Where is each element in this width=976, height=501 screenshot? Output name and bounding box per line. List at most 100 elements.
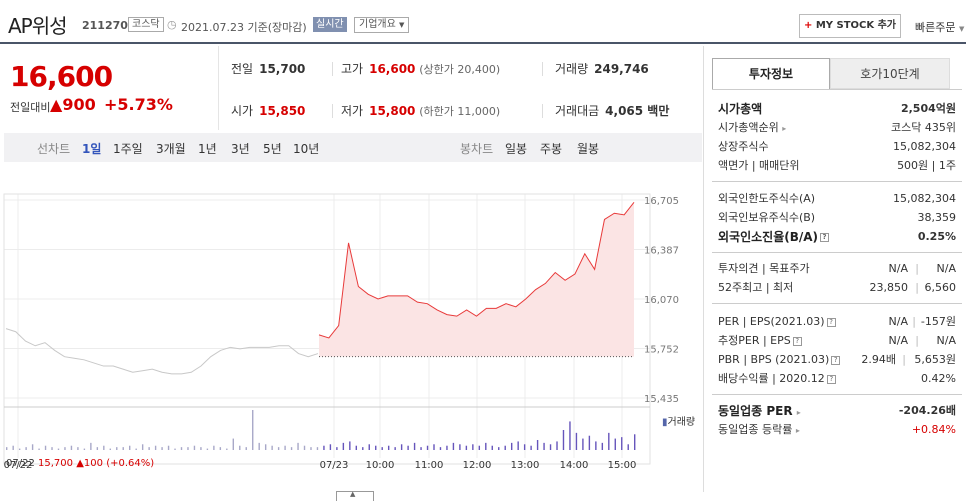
quick-order-button[interactable]: 빠른주문 ▼ [915,19,964,35]
tab-3month[interactable]: 3개월 [156,142,186,156]
help-icon[interactable]: ? [820,233,830,242]
volume-bar [103,445,105,450]
intraday-price-chart[interactable]: 16,705 16,387 16,070 15,752 15,435 ▮거래량 07/2… [0,168,700,474]
x-tick-label: 07/22 [4,460,33,471]
info-row-sector-per[interactable]: 동일업종 PER ▸ -204.26배 [718,402,956,420]
volume-bar [420,447,422,450]
volume-bar [621,437,623,450]
volume-bar [31,444,34,450]
stock-name[interactable]: AP위성 [8,14,68,38]
info-row-sector-change[interactable]: 동일업종 등락률 ▸ +0.84% [718,421,956,439]
chevron-up-icon: ▲ [350,490,356,498]
info-key-text: 동일업종 PER [718,404,793,418]
info-row-par-value: 액면가 | 매매단위 500원 | 1주 [718,157,956,175]
tab-daily[interactable]: 일봉 [505,142,528,156]
volume-bar [154,445,157,450]
tab-weekly[interactable]: 주봉 [540,142,563,156]
volume-bar [452,442,455,450]
info-row-foreign-holding: 외국인보유주식수(B) 38,359 [718,209,956,227]
change-amount: ▲900 [50,95,96,114]
volume-bar [498,447,500,450]
help-icon[interactable]: ? [792,336,802,346]
volume-bar [517,441,519,450]
value-separator: | [915,262,919,275]
tab-1week[interactable]: 1주일 [113,142,143,156]
info-key-text: PER | EPS(2021.03) [718,315,825,328]
volume-bar [129,445,131,450]
volume-bar [174,448,176,450]
tab-line-chart[interactable]: 선차트 [37,142,71,156]
tab-candle-chart[interactable]: 봉차트 [460,142,494,156]
volume-bar [213,445,215,450]
tab-orderbook-10[interactable]: 호가10단계 [830,58,950,89]
help-icon[interactable]: ? [826,317,836,327]
value-separator: | [902,353,906,366]
volume-bar [277,447,280,450]
volume-bar [510,442,513,450]
volume-bar [271,445,273,450]
company-info-label: 기업개요 [359,19,396,30]
help-icon[interactable]: ? [826,374,836,384]
tab-1year[interactable]: 1년 [198,142,217,156]
change-label: 전일대비 [10,101,51,114]
volume-bar [316,447,319,450]
info-value: -157원 [920,315,956,328]
tab-investment-info[interactable]: 투자정보 [712,58,830,89]
info-value: N/A [888,334,908,347]
volume-bar [608,432,610,450]
chevron-right-icon: ▸ [796,408,801,417]
volume-bar [232,438,234,450]
realtime-badge[interactable]: 실시간 [313,17,347,32]
add-mystock-button[interactable]: + MY STOCK 추가 [799,14,901,38]
info-key: 외국인소진율(B/A)? [718,228,830,246]
volume-bar [569,421,571,450]
info-key-text: 시가총액순위 [718,121,779,134]
volume-bar [135,448,137,450]
trade-amount: 거래대금 4,065 백만 [555,102,669,119]
base-date: 2021.07.23 기준(장마감) [181,21,307,34]
tab-3year[interactable]: 3년 [231,142,250,156]
chevron-right-icon: ▸ [795,426,800,435]
info-row-dividend: 배당수익률 | 2020.12? 0.42% [718,370,956,388]
volume-legend-label: 거래량 [668,416,696,428]
y-tick-label: 16,070 [644,295,679,306]
divider [712,394,962,395]
info-key: 동일업종 PER ▸ [718,402,801,422]
volume-bar [206,448,209,450]
x-tick-label: 12:00 [463,460,492,471]
volume-bar [239,445,241,450]
chart-resize-handle[interactable]: ▲ [336,490,374,501]
low-label: 저가 [341,104,364,118]
footer-change: 100 [83,458,103,469]
volume-bar [336,447,338,450]
tab-5year[interactable]: 5년 [263,142,282,156]
tab-monthly[interactable]: 월봉 [577,142,600,156]
divider [712,89,962,90]
y-tick-label: 16,387 [644,246,679,257]
volume-label: 거래량 [555,62,589,76]
volume-bar [83,448,86,450]
info-value: 15,082,304 [893,192,956,205]
quick-order-label: 빠른주문 [915,21,956,34]
info-key: 배당수익률 | 2020.12? [718,370,836,388]
info-key: 액면가 | 매매단위 [718,159,800,172]
info-tabs: 투자정보 호가10단계 [712,58,964,89]
volume-bar [588,435,591,450]
info-value: 6,560 [924,281,957,294]
info-row-market-cap-rank[interactable]: 시가총액순위 ▸ 코스닥 435위 [718,119,956,137]
tab-10year[interactable]: 10년 [293,142,320,156]
info-key: 시가총액순위 ▸ [718,119,786,138]
tab-1day[interactable]: 1일 [82,142,102,156]
info-key-text: 추정PER | EPS [718,334,791,347]
value-separator: | [915,334,919,347]
volume-bar [226,448,228,450]
footer-date: 07/22 [6,458,35,469]
volume-bar [25,447,27,450]
current-price-box: 16,600 전일대비 ▲900 +5.73% [0,46,218,130]
clock-icon: ◷ [167,18,177,31]
volume-bar [407,445,409,450]
info-row-opinion: 투자의견 | 목표주가 N/A | N/A [718,260,956,278]
company-info-dropdown[interactable]: 기업개요 ▼ [354,17,410,33]
help-icon[interactable]: ? [831,355,841,365]
volume-bar [329,444,332,450]
